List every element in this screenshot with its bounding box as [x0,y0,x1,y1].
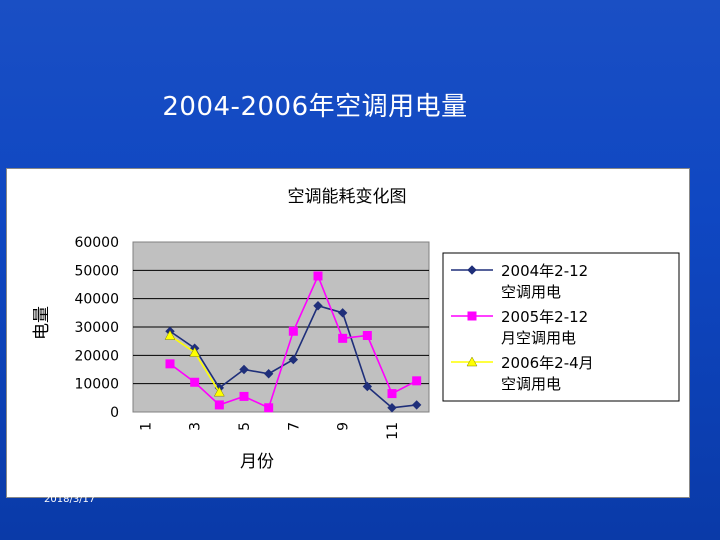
slide-date: 2018/3/17 [44,494,96,505]
y-tick-label: 50000 [74,263,119,279]
y-tick-label: 10000 [74,377,119,393]
legend-swatch-marker [466,356,478,367]
y-tick-label: 60000 [74,235,119,251]
data-point [362,331,372,340]
x-tick-label: 1 [138,422,154,431]
legend-label: 空调用电 [501,283,561,301]
legend-label: 2005年2-12 [501,308,588,326]
x-tick-label: 11 [385,422,401,440]
y-tick-label: 40000 [74,292,119,308]
legend-swatch-marker [467,265,477,275]
data-point [214,400,224,410]
chart-frame: 空调能耗变化图 60000 50000 40000 30000 20000 10000 0 … [6,168,690,498]
data-point [239,391,249,401]
data-point [164,329,176,340]
y-axis-ticks: 60000 50000 40000 30000 20000 10000 0 [74,235,119,421]
data-point [263,369,274,379]
data-point [313,301,323,311]
x-tick-label: 3 [188,422,204,431]
data-point [213,386,225,397]
x-tick-label: 5 [237,422,253,431]
y-tick-label: 20000 [74,348,119,364]
data-point [190,377,200,387]
legend-label: 月空调用电 [501,329,576,347]
data-point [288,326,298,336]
x-axis-ticks: 1 3 5 7 9 11 [138,422,401,440]
legend-label: 空调用电 [501,375,561,393]
y-tick-label: 0 [110,405,119,421]
data-point [264,403,274,413]
x-tick-label: 9 [336,422,352,431]
chart-title: 空调能耗变化图 [288,187,407,207]
data-point [412,376,422,386]
y-axis-title: 电量 [32,306,52,340]
data-point [165,359,175,369]
data-point [189,346,201,357]
legend-box [442,252,680,402]
gridlines [133,269,429,385]
slide-title: 2004-2006年空调用电量 [162,92,468,122]
data-point [411,400,422,410]
data-point [362,381,373,392]
series-group [164,271,422,413]
legend-label: 2006年2-4月 [501,354,594,372]
y-tick-label: 30000 [74,320,119,336]
line-chart: 空调能耗变化图 6000050000400003000020000100000 … [32,187,680,472]
x-axis-title: 月份 [240,452,274,472]
data-point [313,271,323,281]
data-point [288,354,299,365]
x-tick-label: 7 [286,422,302,431]
data-point [387,403,397,413]
data-point [337,308,348,318]
legend-label: 2004年2-12 [501,262,588,280]
legend-swatch-marker [467,311,477,321]
data-point [239,364,249,375]
data-point [387,389,397,399]
data-point [338,333,348,343]
